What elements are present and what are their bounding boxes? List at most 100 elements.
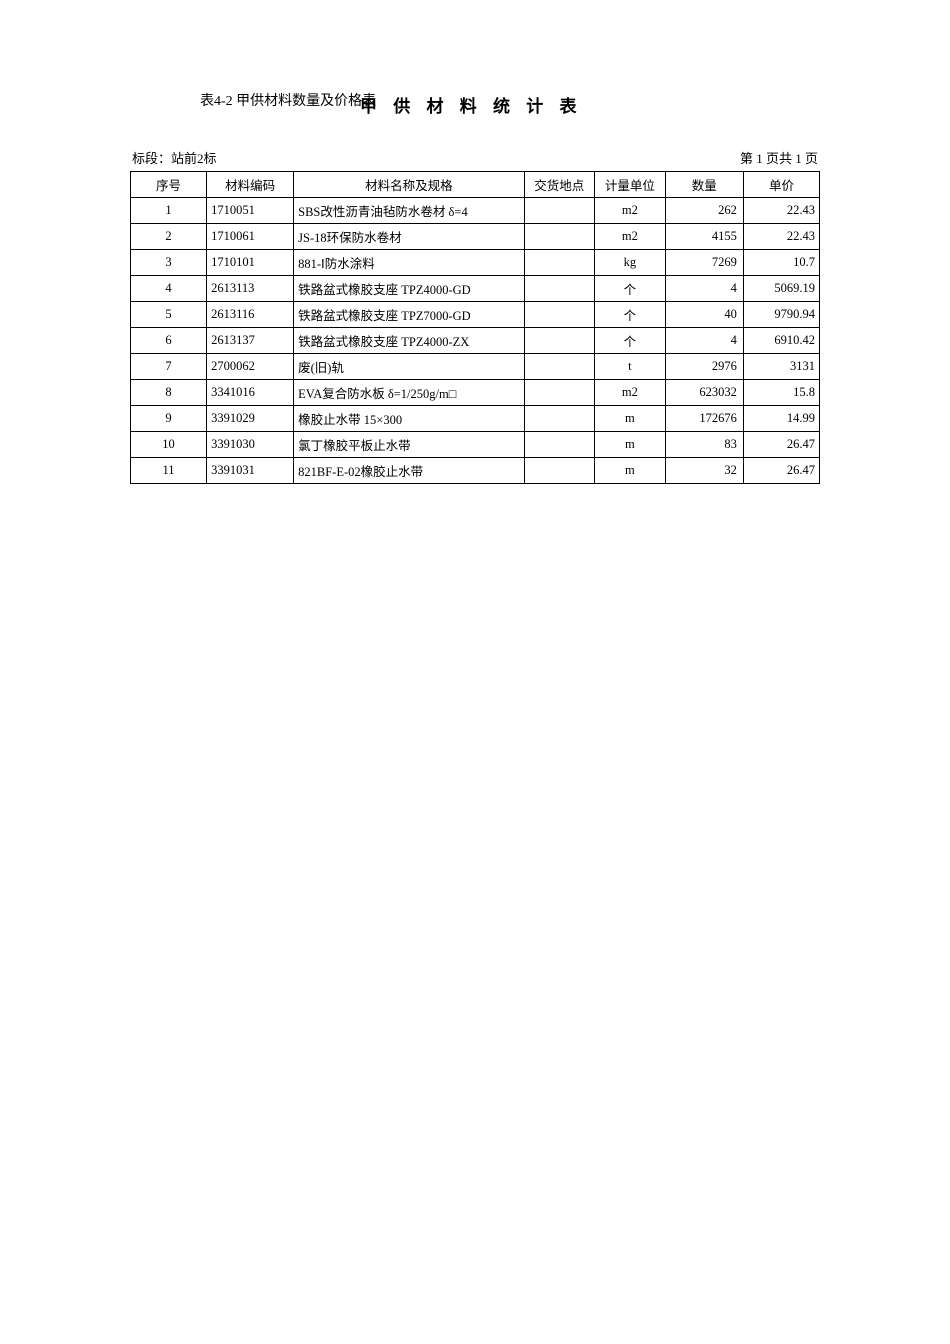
cell-code: 2613116 [207,302,294,328]
cell-code: 3341016 [207,380,294,406]
cell-qty: 623032 [665,380,743,406]
cell-seq: 6 [131,328,207,354]
cell-code: 3391029 [207,406,294,432]
cell-unit: t [595,354,666,380]
cell-qty: 4155 [665,224,743,250]
cell-seq: 9 [131,406,207,432]
cell-price: 14.99 [743,406,819,432]
col-seq: 序号 [131,172,207,198]
col-unit: 计量单位 [595,172,666,198]
cell-price: 5069.19 [743,276,819,302]
cell-qty: 4 [665,276,743,302]
cell-location [524,432,595,458]
cell-location [524,458,595,484]
cell-unit: 个 [595,302,666,328]
cell-qty: 32 [665,458,743,484]
cell-price: 15.8 [743,380,819,406]
col-code: 材料编码 [207,172,294,198]
cell-location [524,354,595,380]
cell-price: 26.47 [743,458,819,484]
table-row: 62613137铁路盆式橡胶支座 TPZ4000-ZX 个46910.42 [131,328,820,354]
cell-unit: m2 [595,198,666,224]
cell-qty: 2976 [665,354,743,380]
cell-location [524,250,595,276]
cell-seq: 1 [131,198,207,224]
cell-seq: 2 [131,224,207,250]
cell-name: 821BF-E-02橡胶止水带 [294,458,524,484]
col-qty: 数量 [665,172,743,198]
table-row: 21710061JS-18环保防水卷材 m2415522.43 [131,224,820,250]
subheader: 标段：站前2标 第 1 页共 1 页 [130,148,820,167]
title-left: 表4-2 甲供材料数量及价格表 [200,90,376,110]
cell-code: 1710061 [207,224,294,250]
title-line: 表4-2 甲供材料数量及价格表 甲 供 材 料 统 计 表 [130,90,820,118]
cell-seq: 5 [131,302,207,328]
cell-name: 氯丁橡胶平板止水带 [294,432,524,458]
table-row: 93391029橡胶止水带 15×300m17267614.99 [131,406,820,432]
cell-name: EVA复合防水板 δ=1/250g/m□ [294,380,524,406]
cell-seq: 8 [131,380,207,406]
cell-name: 铁路盆式橡胶支座 TPZ4000-ZX [294,328,524,354]
cell-seq: 3 [131,250,207,276]
table-header-row: 序号 材料编码 材料名称及规格 交货地点 计量单位 数量 单价 [131,172,820,198]
cell-unit: 个 [595,276,666,302]
table-row: 52613116铁路盆式橡胶支座 TPZ7000-GD个409790.94 [131,302,820,328]
cell-unit: m2 [595,380,666,406]
document-page: 表4-2 甲供材料数量及价格表 甲 供 材 料 统 计 表 标段：站前2标 第 … [0,0,950,484]
cell-location [524,380,595,406]
cell-location [524,302,595,328]
cell-name: 881-Ⅰ防水涂料 [294,250,524,276]
cell-price: 26.47 [743,432,819,458]
cell-price: 22.43 [743,224,819,250]
cell-code: 2700062 [207,354,294,380]
cell-seq: 7 [131,354,207,380]
cell-name: 橡胶止水带 15×300 [294,406,524,432]
table-row: 72700062废(旧)轨 t29763131 [131,354,820,380]
cell-code: 2613113 [207,276,294,302]
cell-code: 2613137 [207,328,294,354]
col-name: 材料名称及规格 [294,172,524,198]
cell-price: 3131 [743,354,819,380]
table-row: 42613113铁路盆式橡胶支座 TPZ4000-GD个45069.19 [131,276,820,302]
table-row: 113391031821BF-E-02橡胶止水带 m3226.47 [131,458,820,484]
cell-name: 废(旧)轨 [294,354,524,380]
cell-qty: 40 [665,302,743,328]
table-head: 序号 材料编码 材料名称及规格 交货地点 计量单位 数量 单价 [131,172,820,198]
cell-name: JS-18环保防水卷材 [294,224,524,250]
cell-qty: 7269 [665,250,743,276]
cell-price: 6910.42 [743,328,819,354]
cell-seq: 4 [131,276,207,302]
cell-location [524,406,595,432]
cell-qty: 4 [665,328,743,354]
cell-price: 9790.94 [743,302,819,328]
cell-unit: m2 [595,224,666,250]
cell-seq: 11 [131,458,207,484]
cell-seq: 10 [131,432,207,458]
cell-unit: m [595,432,666,458]
cell-unit: kg [595,250,666,276]
cell-price: 22.43 [743,198,819,224]
cell-price: 10.7 [743,250,819,276]
cell-location [524,224,595,250]
cell-unit: m [595,458,666,484]
cell-code: 3391031 [207,458,294,484]
cell-name: 铁路盆式橡胶支座 TPZ4000-GD [294,276,524,302]
title-right: 甲 供 材 料 统 计 表 [360,92,583,117]
table-row: 11710051SBS改性沥青油毡防水卷材 δ=4 m226222.43 [131,198,820,224]
cell-code: 1710101 [207,250,294,276]
col-location: 交货地点 [524,172,595,198]
table-row: 31710101881-Ⅰ防水涂料 kg726910.7 [131,250,820,276]
cell-qty: 172676 [665,406,743,432]
cell-location [524,276,595,302]
cell-unit: 个 [595,328,666,354]
cell-location [524,198,595,224]
cell-qty: 262 [665,198,743,224]
col-price: 单价 [743,172,819,198]
table-row: 103391030氯丁橡胶平板止水带m8326.47 [131,432,820,458]
cell-name: SBS改性沥青油毡防水卷材 δ=4 [294,198,524,224]
table-row: 83341016EVA复合防水板 δ=1/250g/m□ m262303215.8 [131,380,820,406]
cell-code: 1710051 [207,198,294,224]
section-label: 标段：站前2标 [132,148,217,167]
cell-qty: 83 [665,432,743,458]
pagination-label: 第 1 页共 1 页 [740,148,818,167]
